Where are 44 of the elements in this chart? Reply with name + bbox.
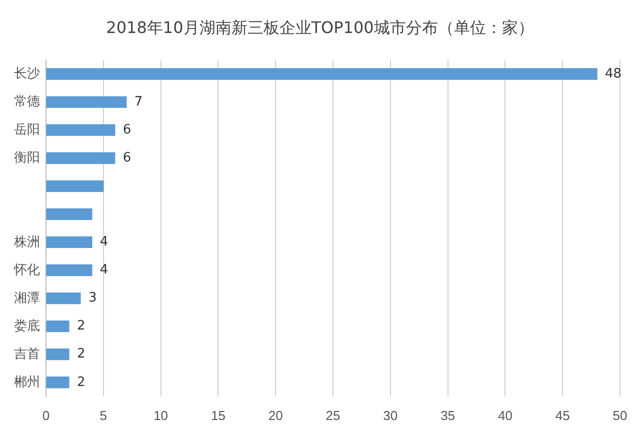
data-label: 2 bbox=[76, 374, 86, 390]
y-tick-label: 衡阳 bbox=[14, 150, 40, 165]
y-tick-label: 长沙 bbox=[14, 66, 40, 81]
y-tick-label: 吉首 bbox=[14, 346, 40, 361]
x-tick-label: 20 bbox=[268, 408, 283, 423]
y-tick-label: 娄底 bbox=[14, 318, 40, 333]
bar bbox=[46, 208, 92, 220]
x-tick-label: 40 bbox=[498, 408, 512, 423]
chart-title: 2018年10月湖南新三板企业TOP100城市分布（单位：家） bbox=[105, 18, 535, 39]
x-tick-label: 15 bbox=[210, 408, 226, 423]
bar bbox=[46, 180, 104, 192]
data-label: 6 bbox=[122, 150, 132, 166]
bar bbox=[46, 292, 81, 304]
y-tick-label: 郴州 bbox=[14, 374, 40, 389]
x-tick-label: 25 bbox=[326, 408, 340, 423]
x-tick-label: 50 bbox=[612, 408, 628, 423]
bar bbox=[46, 348, 70, 360]
data-label: 2 bbox=[76, 318, 86, 334]
x-tick-label: 0 bbox=[42, 408, 50, 423]
data-label: 4 bbox=[100, 262, 108, 278]
x-tick-label: 30 bbox=[383, 408, 398, 423]
y-tick-label: 岳阳 bbox=[14, 122, 40, 137]
bar bbox=[46, 320, 70, 332]
y-tick-label: 怀化 bbox=[13, 262, 40, 277]
data-label: 2 bbox=[76, 346, 86, 362]
data-label: 48 bbox=[605, 66, 622, 82]
data-label: 7 bbox=[134, 94, 143, 110]
bar bbox=[46, 68, 598, 80]
x-tick-label: 45 bbox=[555, 408, 570, 423]
x-tick-label: 35 bbox=[440, 408, 456, 423]
bar bbox=[46, 376, 70, 388]
data-label: 3 bbox=[88, 290, 97, 306]
y-tick-label: 湘潭 bbox=[14, 290, 40, 305]
x-tick-label: 5 bbox=[100, 408, 108, 423]
bar bbox=[46, 124, 116, 136]
y-tick-label: 株洲 bbox=[13, 234, 40, 249]
data-label: 6 bbox=[122, 122, 132, 138]
y-tick-label: 常德 bbox=[14, 94, 40, 109]
bar bbox=[46, 264, 92, 276]
bar bbox=[46, 152, 116, 164]
x-tick-label: 10 bbox=[154, 408, 168, 423]
data-label: 4 bbox=[100, 234, 108, 250]
bar bbox=[46, 96, 127, 108]
bar bbox=[46, 236, 92, 248]
